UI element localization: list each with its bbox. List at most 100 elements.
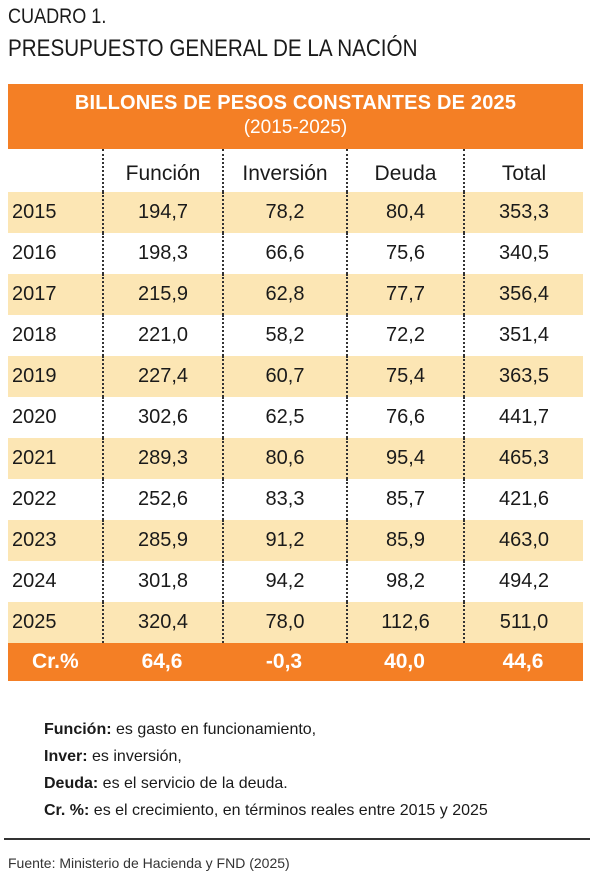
note-inversion: Inver: es inversión, bbox=[44, 743, 488, 770]
cell-deuda: 85,7 bbox=[346, 479, 463, 520]
cell-funcion: 301,8 bbox=[102, 561, 222, 602]
note-text: es el crecimiento, en términos reales en… bbox=[89, 802, 488, 819]
growth-label: Cr.% bbox=[32, 650, 79, 673]
growth-deuda: 40,0 bbox=[384, 650, 425, 673]
cell-total: 465,3 bbox=[463, 438, 583, 479]
cell-total: 421,6 bbox=[463, 479, 583, 520]
cell-total: 463,0 bbox=[463, 520, 583, 561]
cell-funcion: 194,7 bbox=[102, 192, 222, 233]
table-row: 2018 221,0 58,2 72,2 351,4 bbox=[8, 315, 583, 356]
cell-year: 2025 bbox=[12, 611, 57, 633]
cell-total: 363,5 bbox=[463, 356, 583, 397]
cell-inversion: 62,5 bbox=[222, 397, 346, 438]
cell-deuda: 77,7 bbox=[346, 274, 463, 315]
cell-deuda: 72,2 bbox=[346, 315, 463, 356]
figure-label: CUADRO 1. bbox=[8, 5, 107, 28]
cell-year: 2015 bbox=[12, 201, 57, 223]
cell-inversion: 66,6 bbox=[222, 233, 346, 274]
growth-row: Cr.% 64,6 -0,3 40,0 44,6 bbox=[8, 643, 583, 681]
cell-year: 2024 bbox=[12, 570, 57, 592]
note-term: Cr. %: bbox=[44, 802, 90, 819]
note-text: es inversión, bbox=[87, 748, 182, 765]
table-header-band: BILLONES DE PESOS CONSTANTES DE 2025 (20… bbox=[8, 84, 583, 149]
cell-inversion: 60,7 bbox=[222, 356, 346, 397]
source-note: Fuente: Ministerio de Hacienda y FND (20… bbox=[8, 855, 290, 871]
cell-deuda: 112,6 bbox=[346, 602, 463, 643]
table-row: 2023 285,9 91,2 85,9 463,0 bbox=[8, 520, 583, 561]
cell-total: 351,4 bbox=[463, 315, 583, 356]
note-term: Deuda: bbox=[44, 775, 99, 792]
growth-inversion: -0,3 bbox=[265, 650, 303, 673]
table-row: 2019 227,4 60,7 75,4 363,5 bbox=[8, 356, 583, 397]
cell-deuda: 98,2 bbox=[346, 561, 463, 602]
notes: Función: es gasto en funcionamiento, Inv… bbox=[44, 716, 488, 824]
table-row: 2021 289,3 80,6 95,4 465,3 bbox=[8, 438, 583, 479]
cell-funcion: 198,3 bbox=[102, 233, 222, 274]
cell-total: 494,2 bbox=[463, 561, 583, 602]
cell-inversion: 94,2 bbox=[222, 561, 346, 602]
cell-year: 2016 bbox=[12, 242, 57, 264]
divider bbox=[4, 838, 590, 840]
note-crecimiento: Cr. %: es el crecimiento, en términos re… bbox=[44, 797, 488, 824]
budget-table: BILLONES DE PESOS CONSTANTES DE 2025 (20… bbox=[8, 84, 583, 681]
cell-year: 2019 bbox=[12, 365, 57, 387]
note-deuda: Deuda: es el servicio de la deuda. bbox=[44, 770, 488, 797]
cell-inversion: 80,6 bbox=[222, 438, 346, 479]
cell-year: 2023 bbox=[12, 529, 57, 551]
growth-total: 44,6 bbox=[502, 650, 544, 673]
table-heading: BILLONES DE PESOS CONSTANTES DE 2025 bbox=[74, 92, 517, 114]
table-row: 2015 194,7 78,2 80,4 353,3 bbox=[8, 192, 583, 233]
table-row: 2025 320,4 78,0 112,6 511,0 bbox=[8, 602, 583, 643]
column-header-deuda: Deuda bbox=[346, 149, 463, 192]
table-subheading: (2015-2025) bbox=[243, 117, 348, 138]
cell-inversion: 58,2 bbox=[222, 315, 346, 356]
table-row: 2020 302,6 62,5 76,6 441,7 bbox=[8, 397, 583, 438]
cell-deuda: 95,4 bbox=[346, 438, 463, 479]
cell-year: 2017 bbox=[12, 283, 57, 305]
note-text: es el servicio de la deuda. bbox=[98, 775, 288, 792]
column-header-funcion: Función bbox=[102, 149, 222, 192]
cell-funcion: 302,6 bbox=[102, 397, 222, 438]
cell-deuda: 80,4 bbox=[346, 192, 463, 233]
cell-inversion: 78,2 bbox=[222, 192, 346, 233]
cell-funcion: 252,6 bbox=[102, 479, 222, 520]
cell-funcion: 215,9 bbox=[102, 274, 222, 315]
table-body: 2015 194,7 78,2 80,4 353,3 2016 198,3 66,6 75,6 3… bbox=[8, 192, 583, 643]
note-text: es gasto en funcionamiento, bbox=[111, 721, 317, 738]
table-row: 2017 215,9 62,8 77,7 356,4 bbox=[8, 274, 583, 315]
cell-inversion: 62,8 bbox=[222, 274, 346, 315]
figure-title: PRESUPUESTO GENERAL DE LA NACIÓN bbox=[8, 35, 418, 62]
cell-year: 2022 bbox=[12, 488, 57, 510]
column-header-total: Total bbox=[463, 149, 583, 192]
cell-year: 2018 bbox=[12, 324, 57, 346]
cell-inversion: 78,0 bbox=[222, 602, 346, 643]
cell-funcion: 289,3 bbox=[102, 438, 222, 479]
cell-deuda: 76,6 bbox=[346, 397, 463, 438]
table-row: 2022 252,6 83,3 85,7 421,6 bbox=[8, 479, 583, 520]
cell-year: 2021 bbox=[12, 447, 57, 469]
cell-funcion: 320,4 bbox=[102, 602, 222, 643]
column-header-year bbox=[8, 149, 102, 192]
column-header-row: Función Inversión Deuda Total bbox=[8, 149, 583, 192]
cell-funcion: 227,4 bbox=[102, 356, 222, 397]
cell-deuda: 85,9 bbox=[346, 520, 463, 561]
table-row: 2016 198,3 66,6 75,6 340,5 bbox=[8, 233, 583, 274]
note-term: Función: bbox=[44, 721, 112, 738]
note-funcion: Función: es gasto en funcionamiento, bbox=[44, 716, 488, 743]
growth-funcion: 64,6 bbox=[141, 650, 183, 673]
cell-inversion: 83,3 bbox=[222, 479, 346, 520]
cell-total: 356,4 bbox=[463, 274, 583, 315]
note-term: Inver: bbox=[44, 748, 88, 765]
cell-total: 353,3 bbox=[463, 192, 583, 233]
cell-total: 441,7 bbox=[463, 397, 583, 438]
column-header-inversion: Inversión bbox=[222, 149, 346, 192]
cell-deuda: 75,4 bbox=[346, 356, 463, 397]
cell-year: 2020 bbox=[12, 406, 57, 428]
cell-total: 340,5 bbox=[463, 233, 583, 274]
cell-funcion: 285,9 bbox=[102, 520, 222, 561]
cell-deuda: 75,6 bbox=[346, 233, 463, 274]
cell-inversion: 91,2 bbox=[222, 520, 346, 561]
cell-total: 511,0 bbox=[463, 602, 583, 643]
cell-funcion: 221,0 bbox=[102, 315, 222, 356]
table-row: 2024 301,8 94,2 98,2 494,2 bbox=[8, 561, 583, 602]
